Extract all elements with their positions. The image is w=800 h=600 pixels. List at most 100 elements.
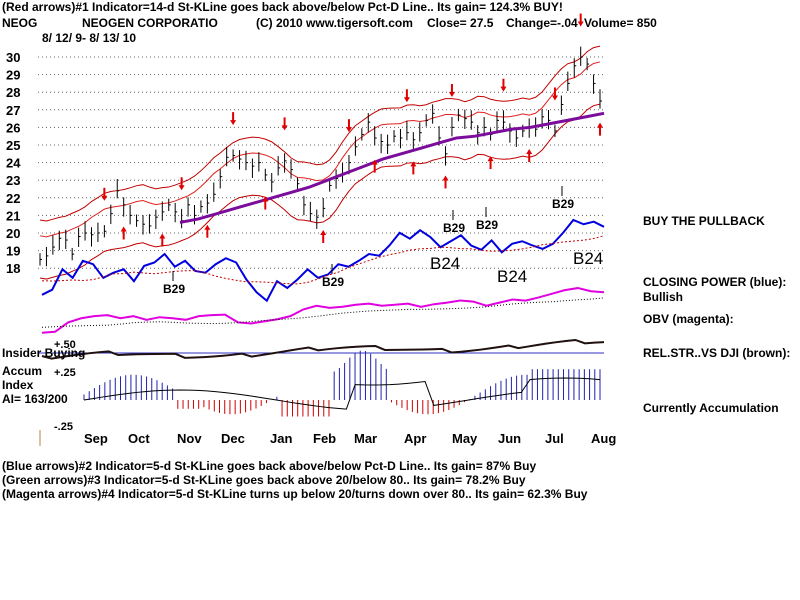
tick-p50: +.50 <box>54 339 76 351</box>
up-arrow-head <box>262 196 269 202</box>
relstr-line <box>41 338 605 360</box>
x-tick-label: Jul <box>545 431 564 446</box>
up-arrow-head <box>526 149 533 155</box>
y-tick-label: 23 <box>6 173 20 188</box>
signal-label: B29 <box>552 197 574 211</box>
x-tick-labels: Sep Oct Nov Dec Jan Feb Mar Apr May Jun Jul Aug <box>84 431 616 446</box>
up-arrow-head <box>597 122 603 128</box>
y-tick-label: 21 <box>6 208 20 223</box>
big-signal-label: B24 <box>430 254 460 273</box>
close-value: Close= 27.5 <box>427 16 494 30</box>
x-tick-label: Dec <box>221 431 245 446</box>
x-tick-label: Oct <box>128 431 150 446</box>
down-arrow-head <box>577 21 584 27</box>
up-arrow-head <box>120 226 127 232</box>
x-tick-label: Jun <box>498 431 521 446</box>
header-indicator1: (Red arrows)#1 Indicator=14-d St-KLine g… <box>2 0 563 14</box>
x-tick-label: May <box>452 431 478 446</box>
footer-indicator2: (Blue arrows)#2 Indicator=5-d St-KLine g… <box>2 459 537 473</box>
signal-label: B29 <box>163 282 185 296</box>
down-arrow-head <box>230 120 237 126</box>
price-gridlines <box>38 56 604 446</box>
x-tick-label: Jan <box>270 431 292 446</box>
x-tick-label: Sep <box>84 431 108 446</box>
obv-label: OBV (magenta): <box>643 312 734 326</box>
envelope-band <box>39 45 601 222</box>
accum-ma <box>83 377 601 410</box>
accum-index-histogram <box>83 350 601 417</box>
obv-line <box>41 287 605 334</box>
company-name: NEOGEN CORPORATIO <box>82 16 218 30</box>
volume-value: Volume= 850 <box>584 16 657 30</box>
y-tick-label: 28 <box>6 85 20 100</box>
big-signal-label: B24 <box>497 267 527 286</box>
signal-arrows <box>101 13 603 247</box>
y-tick-label: 19 <box>6 244 20 259</box>
down-arrow-head <box>551 95 558 101</box>
source: (C) 2010 www.tigersoft.com <box>256 16 413 30</box>
date-range: 8/ 12/ 9- 8/ 13/ 10 <box>42 31 137 45</box>
y-tick-label: 27 <box>6 103 20 118</box>
signal-annotations: B29 B29 B29 B29 B29 B24 B24 B24 <box>163 186 603 296</box>
up-arrow-head <box>320 230 327 235</box>
down-arrow-head <box>101 195 108 201</box>
x-tick-label: Nov <box>177 431 202 446</box>
obv-line <box>41 287 605 334</box>
down-arrow-head <box>281 125 288 131</box>
moving-average <box>179 111 605 224</box>
up-arrow-head <box>159 233 166 239</box>
y-tick-label: 20 <box>6 226 20 241</box>
ma-line <box>179 111 605 224</box>
closing-power <box>41 218 605 303</box>
buy-pullback-label: BUY THE PULLBACK <box>643 214 765 228</box>
down-arrow-head <box>403 97 410 103</box>
down-arrow-head <box>448 91 455 97</box>
y-tick-labels: 30 29 28 27 26 25 24 23 22 21 20 19 18 <box>6 50 21 276</box>
tick-p25: +.25 <box>54 367 76 379</box>
x-tick-label: Apr <box>404 431 426 446</box>
y-tick-label: 26 <box>6 120 20 135</box>
closing-power-ma <box>41 235 605 285</box>
x-tick-label: Feb <box>313 431 336 446</box>
down-arrow-head <box>345 127 352 133</box>
y-tick-label: 24 <box>6 156 21 171</box>
signal-label: B29 <box>322 275 344 289</box>
signal-label: B29 <box>443 221 465 235</box>
obv-ma <box>41 297 605 328</box>
footer-indicator3: (Green arrows)#3 Indicator=5-d St-KLine … <box>2 473 526 487</box>
x-tick-label: Aug <box>591 431 616 446</box>
down-arrow-head <box>178 185 185 191</box>
accum-label: Accum <box>2 364 43 378</box>
relstr-line <box>41 338 605 360</box>
change-value: Change=-.04 <box>506 16 578 30</box>
tick-m25: -.25 <box>54 421 73 433</box>
envelope-band <box>39 61 601 238</box>
envelope-band <box>39 103 601 280</box>
up-arrow-head <box>410 161 417 167</box>
up-arrow-head <box>487 156 494 162</box>
index-label: Index <box>2 378 34 392</box>
signal-label: B29 <box>476 218 498 232</box>
relstr-label: REL.STR..VS DJI (brown): <box>643 346 791 360</box>
y-tick-label: 25 <box>6 138 20 153</box>
accumulation-status: Currently Accumulation <box>643 401 779 415</box>
y-tick-label: 30 <box>6 50 20 65</box>
up-arrow-head <box>204 224 211 230</box>
x-tick-label: Mar <box>354 431 377 446</box>
down-arrow-head <box>500 86 507 92</box>
big-signal-label: B24 <box>573 249 603 268</box>
ai-label: AI= 163/200 <box>2 392 68 406</box>
closing-power-label: CLOSING POWER (blue): <box>643 275 787 289</box>
footer-indicator4: (Magenta arrows)#4 Indicator=5-d St-KLin… <box>2 487 588 501</box>
envelope-bands <box>39 45 601 280</box>
price-bars <box>39 46 602 267</box>
up-arrow-head <box>371 159 378 165</box>
closing-power-state: Bullish <box>643 290 684 304</box>
y-tick-label: 22 <box>6 191 20 206</box>
y-tick-label: 18 <box>6 261 20 276</box>
insider-buying-label: Insider Buying <box>2 346 86 360</box>
y-tick-label: 29 <box>6 68 20 83</box>
closing-power-line <box>41 218 605 303</box>
up-arrow-head <box>442 175 449 181</box>
